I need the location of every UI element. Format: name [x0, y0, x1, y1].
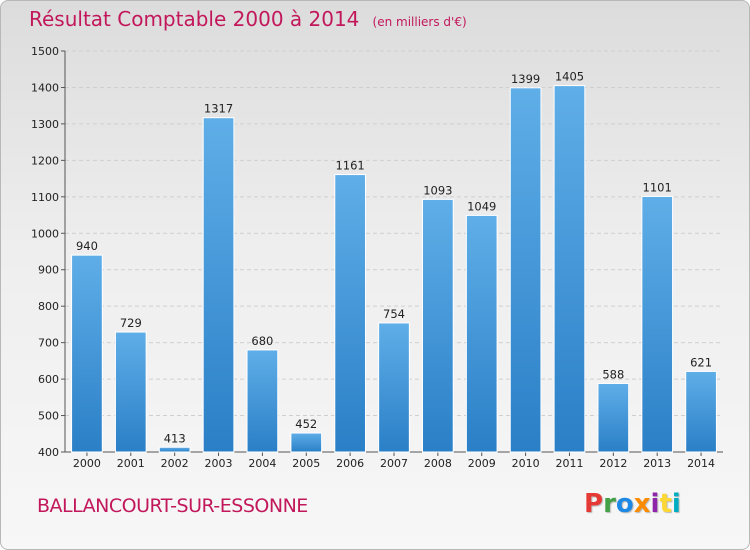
bar-2003	[202, 117, 235, 453]
x-tick-label: 2006	[336, 457, 364, 470]
value-label: 588	[602, 367, 624, 381]
bar-2007	[378, 322, 410, 453]
title-row: Résultat Comptable 2000 à 2014 (en milli…	[29, 7, 467, 31]
x-tick-label: 2010	[512, 457, 540, 470]
value-label: 1405	[555, 70, 584, 84]
y-tick-label: 1000	[31, 227, 59, 240]
value-label: 452	[295, 417, 317, 431]
x-tick-label: 2014	[687, 457, 715, 470]
value-label: 1161	[335, 159, 364, 173]
bar-2012	[597, 382, 630, 453]
logo-letter: t	[659, 489, 672, 519]
y-tick-label: 800	[38, 300, 59, 313]
y-tick-label: 1300	[31, 118, 59, 131]
x-tick-label: 2004	[248, 457, 276, 470]
value-label: 940	[76, 239, 98, 253]
logo-letter: x	[633, 489, 651, 519]
bar-2001	[114, 331, 147, 453]
x-tick-label: 2007	[380, 457, 408, 470]
y-tick-label: 700	[38, 337, 59, 350]
x-tick-label: 2013	[643, 457, 671, 470]
bar-2005	[290, 432, 323, 453]
x-tick-label: 2000	[73, 457, 101, 470]
value-label: 729	[120, 316, 142, 330]
proxiti-logo: Proxiti	[584, 489, 681, 519]
bar-2008	[422, 198, 454, 453]
value-label: 1399	[511, 72, 540, 86]
logo-letter: i	[650, 489, 660, 519]
bar-2004	[246, 349, 279, 453]
city-name: BALLANCOURT-SUR-ESSONNE	[37, 495, 308, 517]
y-tick-label: 600	[38, 373, 59, 386]
logo-letter: r	[603, 489, 616, 519]
value-label: 1093	[423, 183, 452, 197]
y-tick-label: 1400	[31, 81, 59, 94]
x-tick-label: 2009	[468, 457, 496, 470]
logo-letter: P	[584, 489, 604, 519]
bar-2010	[509, 87, 542, 453]
value-label: 1317	[204, 102, 233, 116]
x-tick-label: 2012	[599, 457, 627, 470]
labels: 400 500 600 700 800 900 1000 1100 1200 1300 1400 15…	[31, 45, 715, 470]
y-tick-label: 400	[38, 446, 59, 459]
value-label: 1049	[467, 199, 496, 213]
x-tick-label: 2011	[555, 457, 583, 470]
x-tick-label: 2001	[117, 457, 145, 470]
bar-2002	[158, 446, 191, 453]
y-tick-label: 500	[38, 410, 59, 423]
value-label: 680	[251, 334, 273, 348]
bar-2014	[685, 370, 717, 453]
bar-2009	[465, 214, 498, 453]
logo-letter: o	[615, 489, 634, 519]
x-tick-label: 2008	[424, 457, 452, 470]
y-tick-label: 1100	[31, 191, 59, 204]
bar-2000	[71, 254, 103, 453]
y-tick-label: 900	[38, 264, 59, 277]
bar-2013	[641, 195, 674, 453]
value-label: 754	[383, 307, 405, 321]
value-label: 413	[164, 431, 186, 445]
y-tick-label: 1500	[31, 45, 59, 58]
chart-title: Résultat Comptable 2000 à 2014	[29, 7, 360, 31]
x-tick-label: 2005	[292, 457, 320, 470]
x-tick-label: 2002	[161, 457, 189, 470]
value-label: 621	[690, 355, 712, 369]
y-tick-label: 1200	[31, 154, 59, 167]
bar-2011	[553, 85, 586, 453]
logo-letter: i	[671, 489, 681, 519]
chart-subtitle: (en milliers d'€)	[372, 15, 467, 29]
bar-2006	[334, 174, 366, 453]
x-tick-label: 2003	[205, 457, 233, 470]
value-label: 1101	[643, 180, 672, 194]
bars	[71, 85, 717, 453]
